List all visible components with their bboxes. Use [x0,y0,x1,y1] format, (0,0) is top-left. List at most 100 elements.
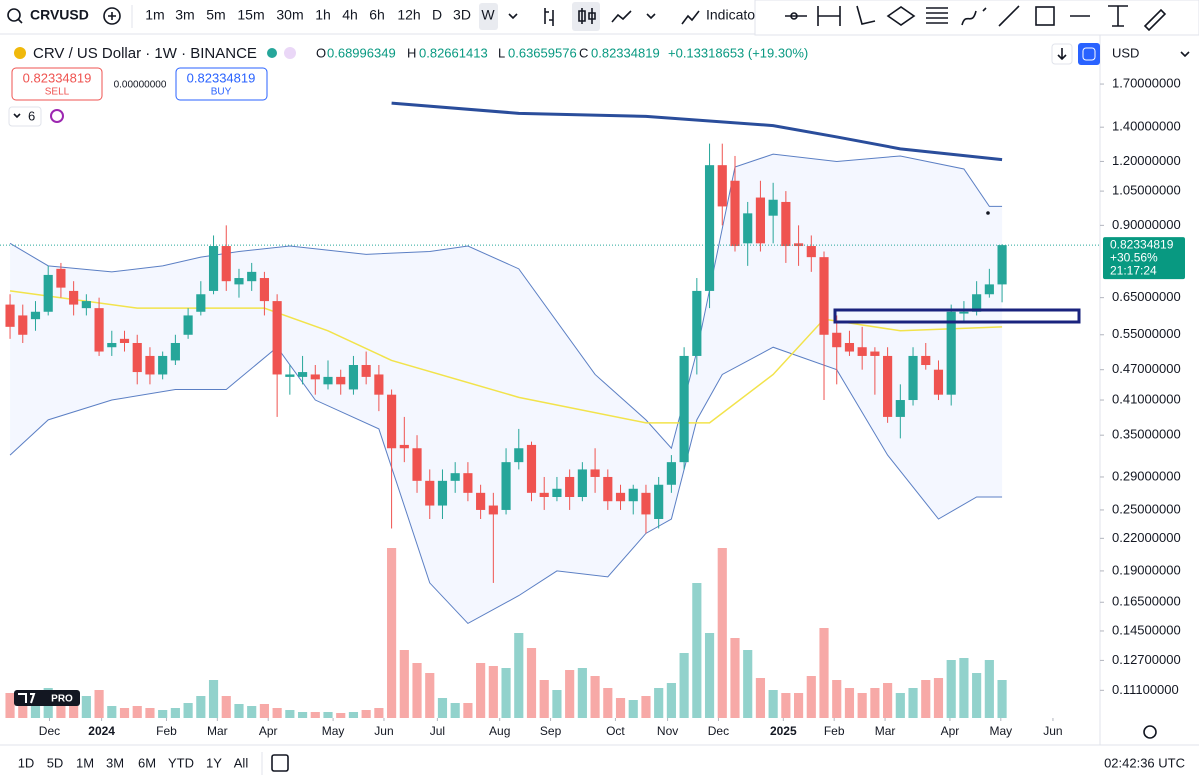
bars-icon[interactable] [544,8,554,26]
volume-bar [221,696,231,718]
candle-body [832,332,842,348]
drawn-rectangle[interactable] [833,308,1081,324]
tool[interactable] [817,6,841,26]
candle-body [819,257,829,335]
last-price-change: +30.56% [1110,250,1158,264]
tool[interactable] [785,12,807,20]
interval[interactable]: D [432,7,442,23]
y-tick-label: 0.11100000 [1112,682,1179,697]
add-symbol[interactable] [103,7,121,25]
tool[interactable] [961,7,987,26]
candle-body [615,492,626,502]
tool[interactable] [886,6,916,26]
interval[interactable]: 1m [145,7,164,23]
buy-button[interactable] [175,67,268,101]
interval[interactable]: 4h [342,7,358,23]
range-button[interactable]: 1Y [206,755,222,770]
range-button[interactable]: 3M [106,755,124,770]
range-button[interactable]: YTD [168,755,194,770]
indicator-line [391,101,1003,162]
candle-body [81,301,91,309]
interval[interactable]: 1h [315,7,331,23]
ohlc-value: 0.82334819 [591,45,660,60]
candle-body [374,374,384,395]
volume-bar [539,680,549,718]
indicators-icon[interactable] [681,10,700,25]
tool[interactable] [1108,5,1128,27]
y-tick-label: 0.41000000 [1112,391,1181,406]
volume-bar [793,693,804,718]
arrow [1057,48,1067,61]
candles-icon[interactable] [578,8,596,24]
tool[interactable] [856,5,876,25]
y-tick-label: 0.29000000 [1112,468,1181,483]
interval[interactable]: W [481,7,495,23]
tool[interactable] [998,5,1020,27]
tool[interactable] [1143,8,1167,32]
interval-menu[interactable] [508,13,518,20]
candle-body [959,311,969,314]
line-icon[interactable] [611,10,632,23]
indicator-count: 6 [28,108,35,123]
candle-body [628,488,638,502]
interval[interactable]: 5m [206,7,225,23]
style-menu[interactable] [646,13,656,20]
volume-bar [946,660,956,718]
candle-body [806,246,816,258]
indicators-button[interactable]: Indicato [706,7,755,23]
y-tick-label: 0.19000000 [1112,562,1181,577]
volume-bar [348,712,359,718]
candle-body [437,480,448,506]
range-button[interactable]: 6M [138,755,156,770]
volume-bar [514,633,524,718]
range-button[interactable]: 5D [47,755,64,770]
interval[interactable]: 15m [237,7,264,23]
sell-button[interactable] [11,67,103,101]
volume-bar [145,708,155,718]
candle-body [30,311,41,320]
candle-body [348,365,359,390]
settings-icon[interactable] [1143,725,1157,739]
interval[interactable]: 6h [369,7,385,23]
candle-body [590,469,600,477]
volume-bar [679,653,689,718]
interval[interactable]: 3m [175,7,194,23]
mode-button[interactable] [1078,43,1100,65]
candle-body [221,246,231,282]
candle-body [450,473,460,481]
indicator-icon[interactable] [50,109,64,123]
x-tick-label: Jul [430,724,445,738]
y-tick-label: 0.35000000 [1112,427,1181,442]
candle-body [704,165,715,291]
range-button[interactable]: 1D [18,755,35,770]
interval[interactable]: 30m [276,7,303,23]
interval[interactable]: 12h [397,7,420,23]
indicator-toggle[interactable] [8,106,42,127]
search-icon[interactable] [7,8,21,22]
x-tick-label: Aug [489,724,510,738]
range-button[interactable]: 1M [76,755,94,770]
candle-body [234,278,244,285]
interval[interactable]: 3D [453,7,471,23]
share-icon[interactable] [284,47,296,59]
ohlc-change: +0.13318653 (+19.30%) [668,45,808,60]
volume-bar [666,683,676,718]
volume-bar [806,676,816,718]
search-icon [17,18,23,24]
volume-bar [234,704,244,718]
volume-bar [768,690,778,718]
currency[interactable]: USD [1112,45,1139,60]
volume-bar [285,710,295,718]
x-tick-label: Mar [207,724,228,738]
x-tick-label: Jun [1043,724,1062,738]
volume-bar [132,706,142,718]
calendar-icon[interactable] [271,754,289,772]
candle-body [247,271,257,282]
tool[interactable] [926,7,948,24]
tool[interactable] [1035,6,1055,26]
volume-bar [565,670,575,718]
symbol[interactable]: CRVUSD [30,7,89,23]
range-button[interactable]: All [234,755,249,770]
